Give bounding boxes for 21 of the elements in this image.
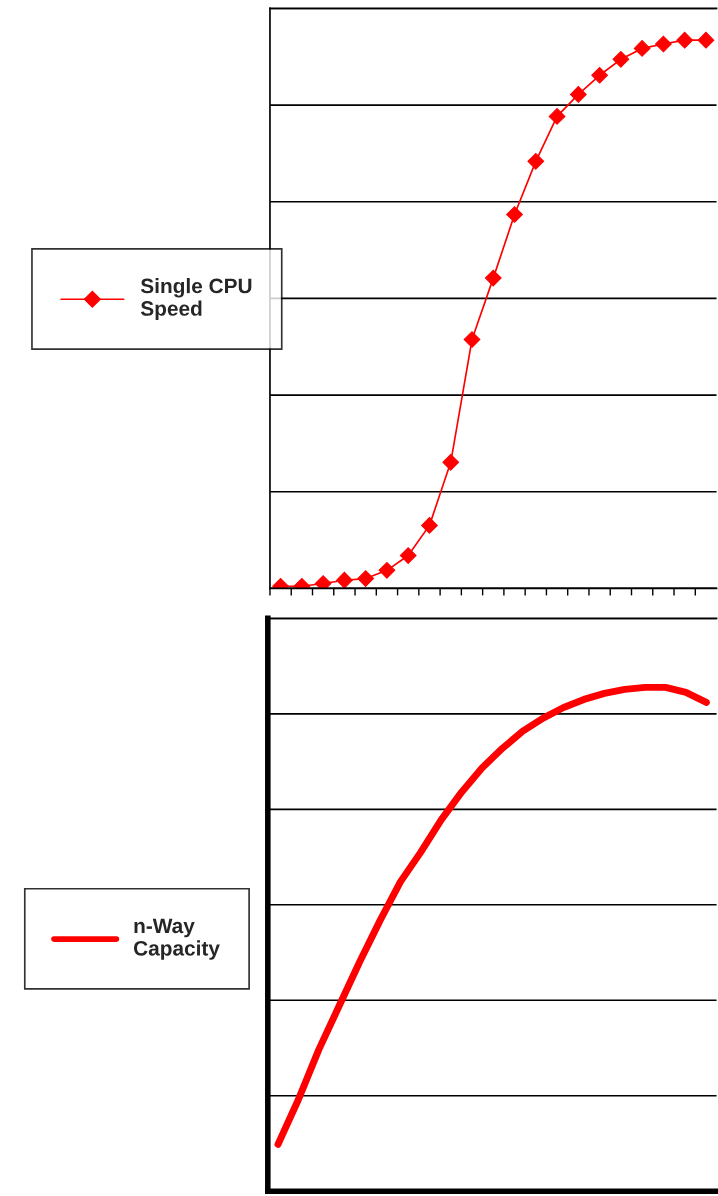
point xyxy=(484,269,502,287)
point xyxy=(336,571,353,589)
point xyxy=(527,152,545,170)
point xyxy=(506,206,523,223)
point xyxy=(399,547,417,564)
point xyxy=(314,575,332,589)
point xyxy=(591,66,608,84)
legend-label: Single CPU Speed xyxy=(140,278,252,320)
point xyxy=(442,453,460,471)
point xyxy=(357,570,375,587)
point xyxy=(676,31,694,49)
point xyxy=(421,517,438,534)
point xyxy=(378,561,396,579)
point xyxy=(463,331,481,348)
point xyxy=(548,108,566,125)
point xyxy=(612,50,630,68)
point xyxy=(569,86,587,103)
point xyxy=(655,35,672,53)
legend-label: n-Way Capacity xyxy=(133,918,220,960)
point xyxy=(633,40,651,57)
point xyxy=(697,31,715,49)
